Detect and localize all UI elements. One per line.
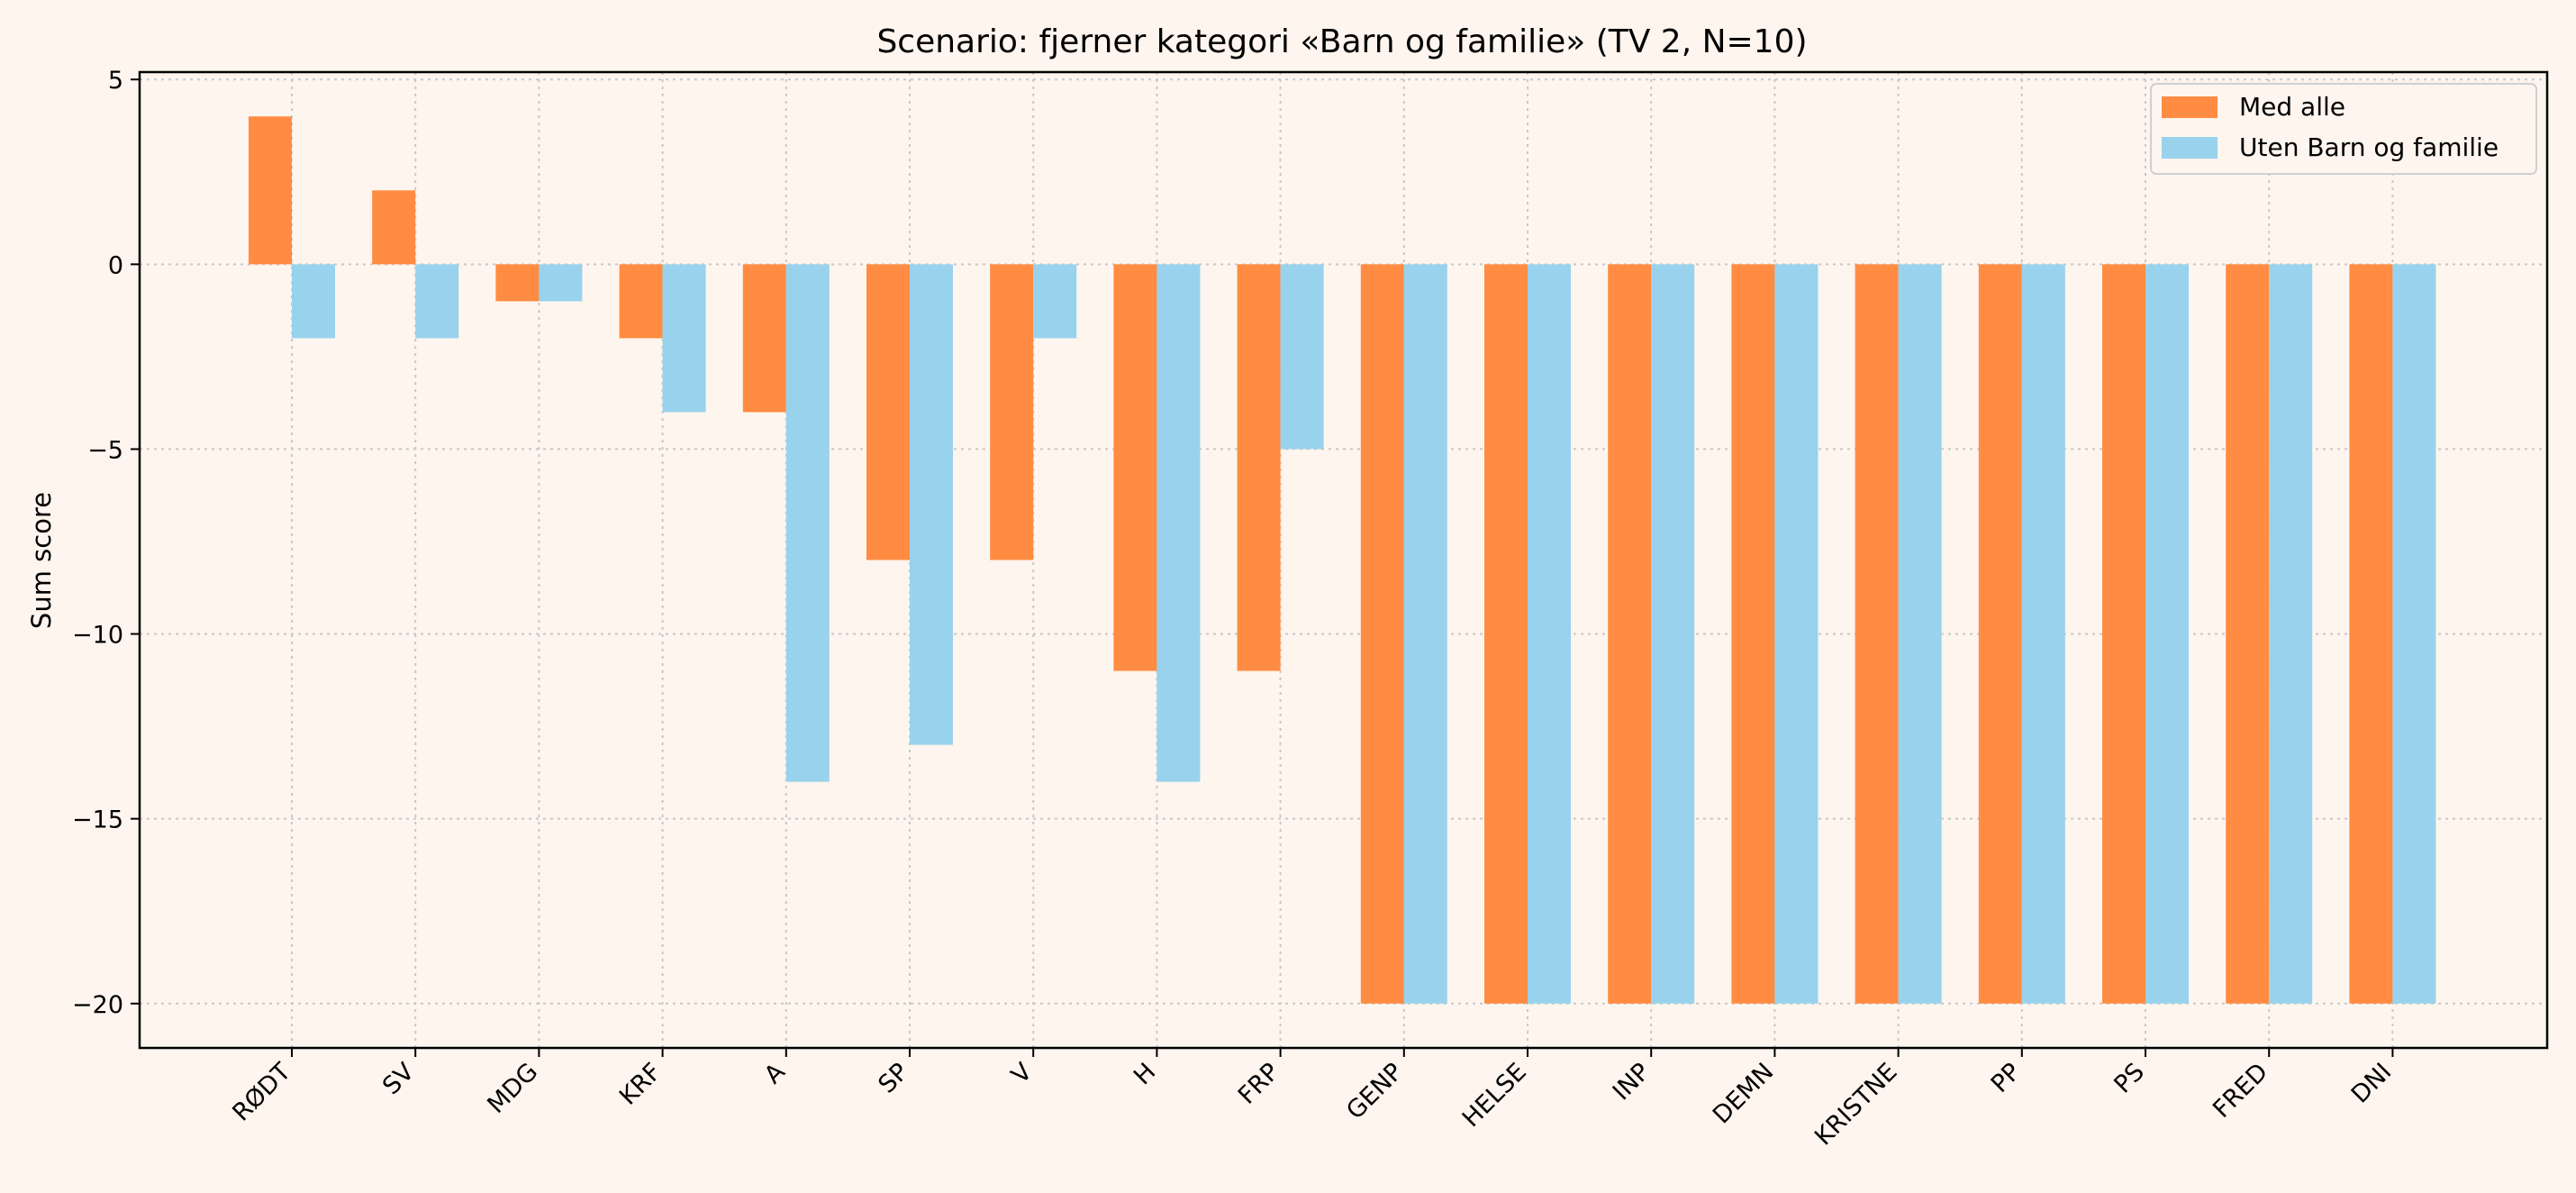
x-tick-label: V [1006, 1058, 1038, 1089]
x-tick-label: PS [2109, 1058, 2150, 1099]
bar-med-alle [372, 190, 416, 265]
bar-med-alle [495, 264, 540, 302]
grid-lines [140, 72, 2547, 1048]
bar-uten-barn-og-familie [910, 264, 953, 745]
bar-uten-barn-og-familie [1403, 264, 1447, 1004]
x-tick-label: PP [1986, 1058, 2027, 1098]
x-tick-label: RØDT [227, 1058, 296, 1127]
x-tick-label: SV [377, 1058, 420, 1100]
legend-swatch [2162, 96, 2218, 118]
bar-uten-barn-og-familie [785, 264, 830, 782]
bar-uten-barn-og-familie [539, 264, 583, 302]
bar-med-alle [2349, 264, 2393, 1004]
legend-label: Med alle [2239, 92, 2345, 122]
bar-med-alle [1484, 264, 1528, 1004]
bar-med-alle [1855, 264, 1899, 1004]
y-tick-label: −5 [87, 436, 123, 464]
bar-med-alle [1608, 264, 1652, 1004]
bar-med-alle [742, 264, 786, 413]
bars [249, 116, 2436, 1004]
bar-med-alle [1113, 264, 1157, 671]
bar-uten-barn-og-familie [2145, 264, 2189, 1004]
bar-uten-barn-og-familie [1651, 264, 1695, 1004]
y-tick-label: −20 [72, 991, 123, 1019]
bar-med-alle [2226, 264, 2270, 1004]
x-tick-label: KRF [614, 1058, 667, 1111]
x-tick-label: GENP [1341, 1058, 1409, 1125]
chart-title: Scenario: fjerner kategori «Barn og fami… [876, 23, 1807, 60]
bar-uten-barn-og-familie [2269, 264, 2313, 1004]
y-tick-label: −10 [72, 622, 123, 650]
x-tick-label: FRP [1233, 1058, 1285, 1110]
bar-uten-barn-og-familie [1898, 264, 1942, 1004]
legend-swatch [2162, 137, 2218, 159]
bar-uten-barn-og-familie [1528, 264, 1571, 1004]
y-axis-label: Sum score [26, 492, 57, 629]
bar-med-alle [1237, 264, 1281, 671]
y-tick-label: −15 [72, 806, 123, 834]
x-tick-label: HELSE [1457, 1058, 1532, 1133]
legend-box [2150, 83, 2537, 175]
x-tick-label: DEMN [1708, 1058, 1779, 1129]
bar-uten-barn-og-familie [1156, 264, 1201, 782]
bar-uten-barn-og-familie [1280, 264, 1324, 450]
legend-label: Uten Barn og familie [2239, 132, 2499, 162]
legend: Med alle Uten Barn og familie [2150, 83, 2537, 175]
bar-med-alle [249, 116, 292, 265]
bar-uten-barn-og-familie [1033, 264, 1077, 339]
x-tick-label: KRISTNE [1810, 1058, 1902, 1151]
plot-frame [138, 70, 2549, 1050]
x-tick-label: A [759, 1058, 791, 1089]
x-tick-label: H [1129, 1058, 1161, 1090]
x-tick-label: FRED [2208, 1058, 2273, 1124]
x-tick-label: SP [873, 1058, 914, 1099]
bar-uten-barn-og-familie [2392, 264, 2436, 1004]
bar-uten-barn-og-familie [2021, 264, 2065, 1004]
bar-med-alle [1978, 264, 2022, 1004]
bar-uten-barn-og-familie [415, 264, 459, 339]
bar-med-alle [990, 264, 1034, 560]
bar-med-alle [866, 264, 910, 560]
x-tick-label: MDG [482, 1058, 543, 1119]
bar-med-alle [619, 264, 663, 339]
bar-med-alle [2102, 264, 2145, 1004]
x-tick-label: INP [1608, 1058, 1655, 1106]
bar-med-alle [1360, 264, 1404, 1004]
bar-uten-barn-og-familie [662, 264, 706, 413]
bar-uten-barn-og-familie [1774, 264, 1819, 1004]
y-tick-label: 0 [108, 251, 123, 279]
bar-uten-barn-og-familie [292, 264, 335, 339]
x-tick-label: DNI [2346, 1058, 2398, 1109]
bar-med-alle [1731, 264, 1775, 1004]
y-tick-label: 5 [108, 67, 123, 95]
